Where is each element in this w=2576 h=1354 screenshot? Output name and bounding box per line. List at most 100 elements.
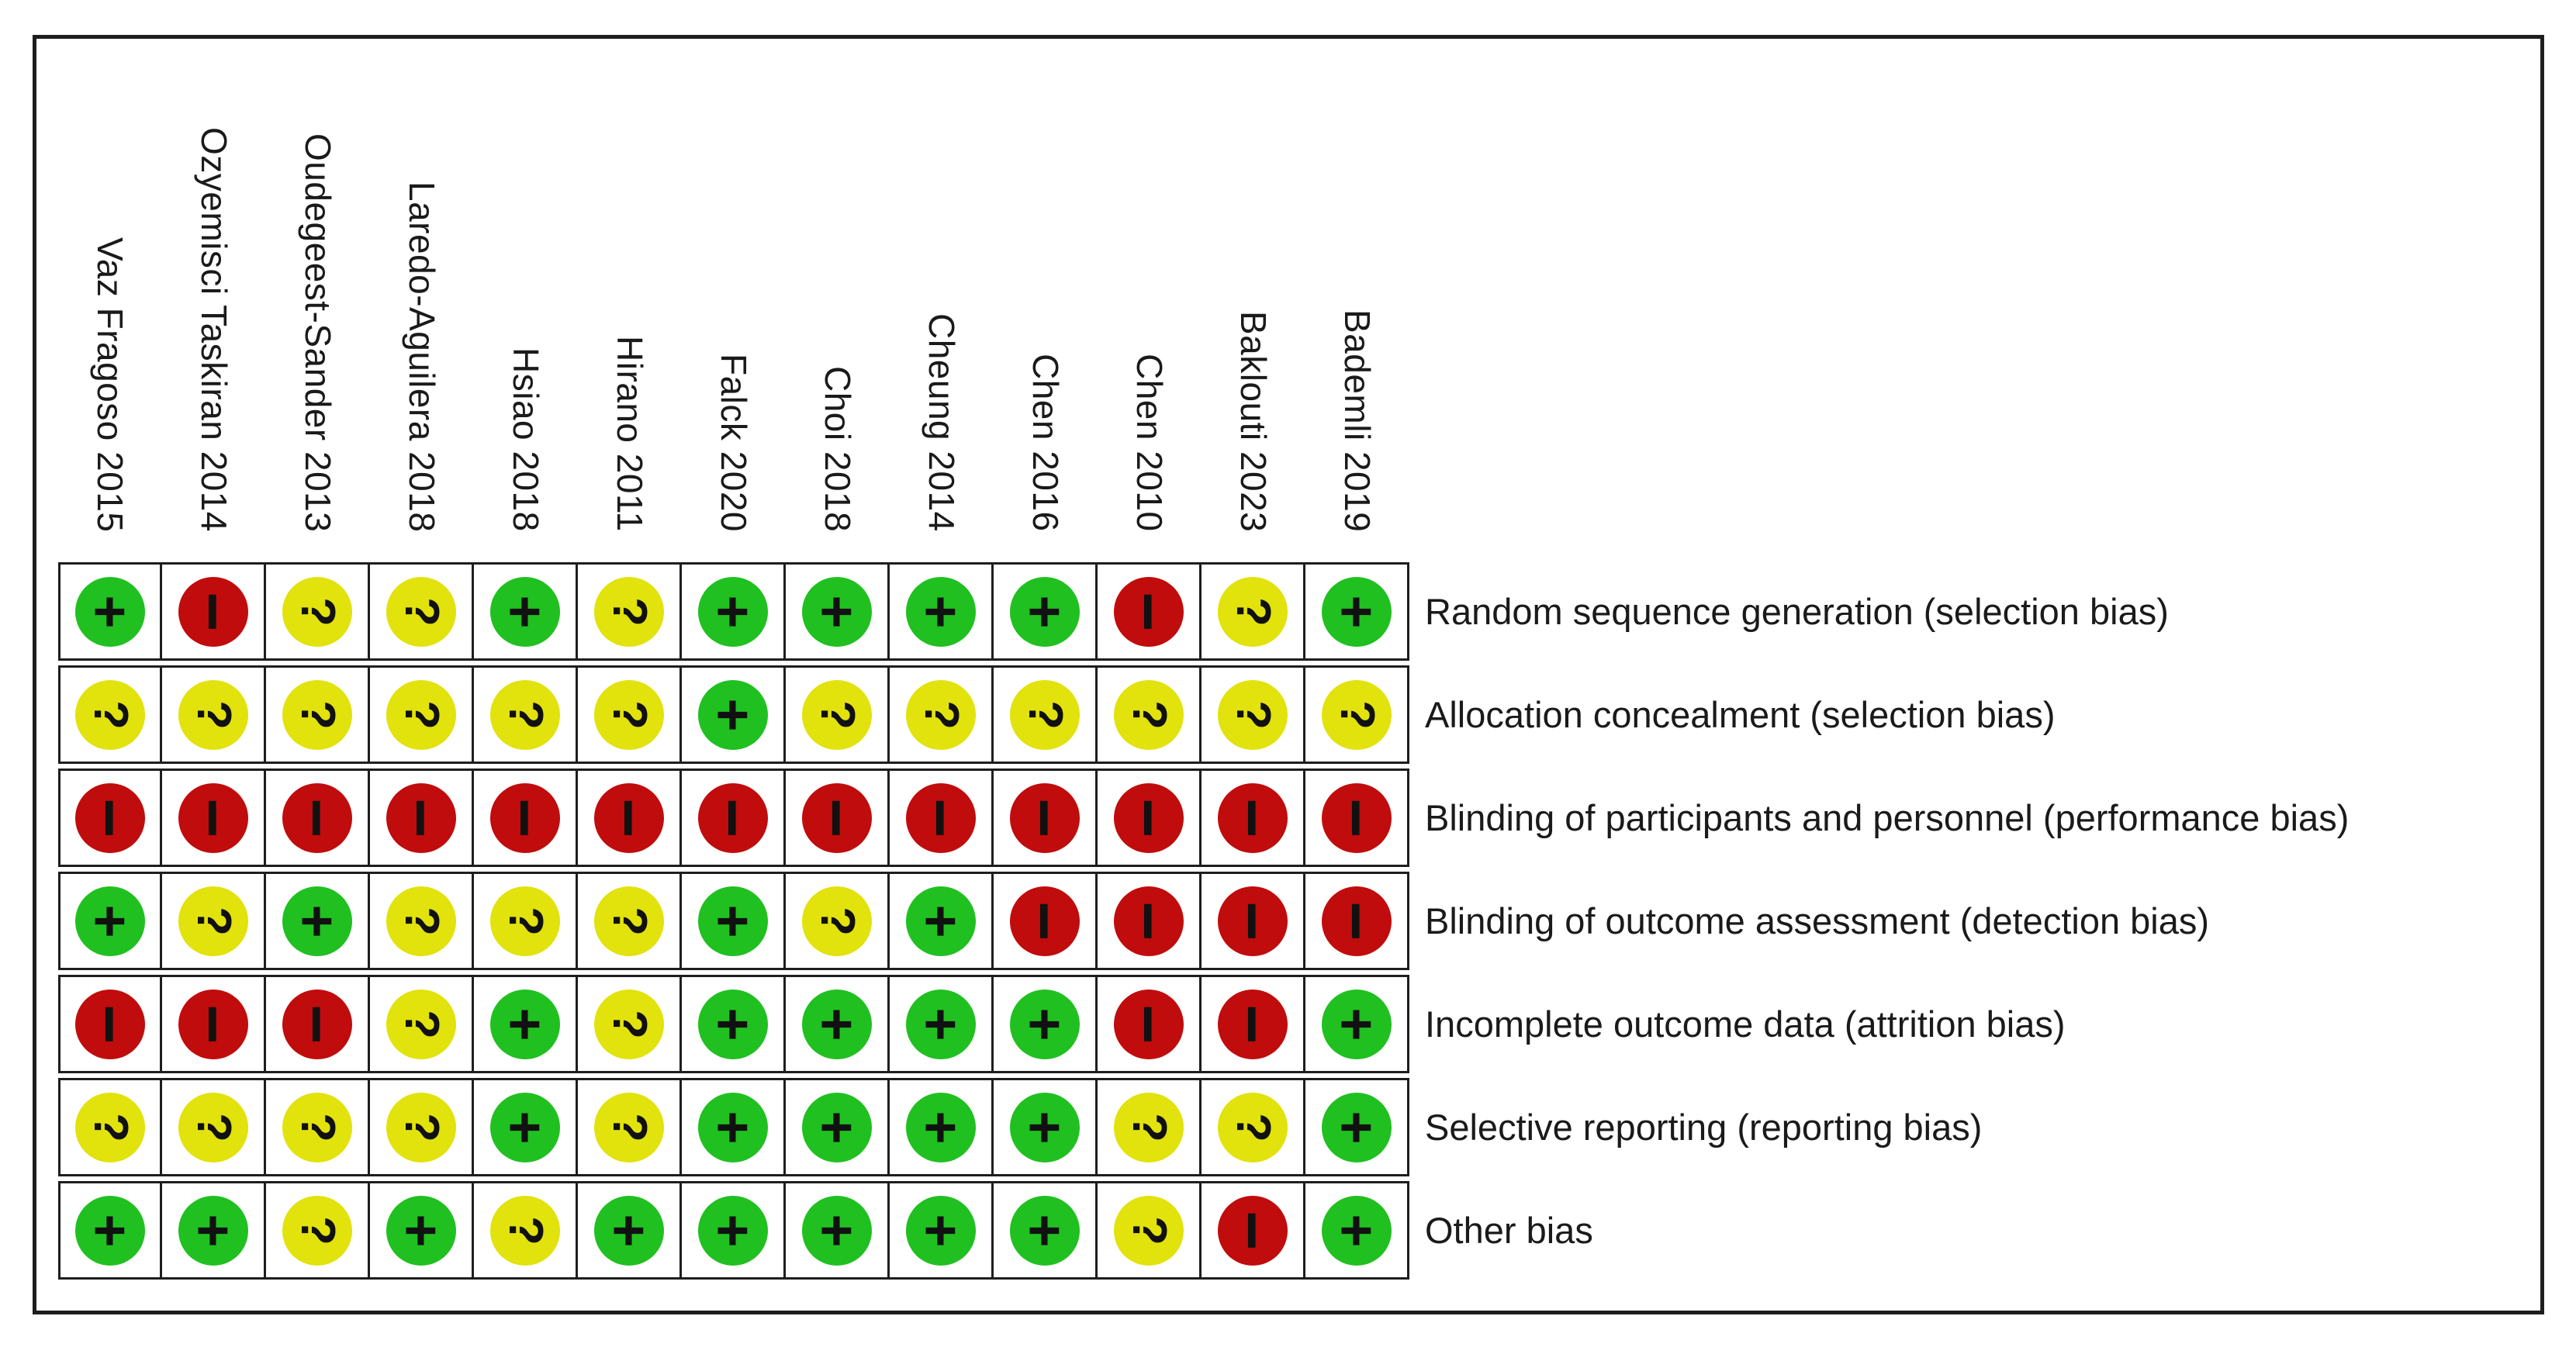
high-risk-circle: − [1214,1195,1291,1266]
rob-cell: − [370,769,474,867]
low-risk-circle: + [75,886,145,956]
minus-icon: − [1110,591,1188,632]
rob-cell: ? [370,1078,474,1176]
rob-cell: ? [1098,665,1202,764]
low-risk-circle: + [1321,1195,1392,1266]
plus-icon: + [804,594,870,629]
rob-cell: − [890,769,994,867]
rob-cell: − [994,872,1098,970]
low-risk-circle: + [178,1195,248,1266]
minus-icon: − [1214,900,1291,941]
question-icon: ? [602,906,656,936]
plus-icon: + [389,1213,454,1248]
rob-cell: ? [370,665,474,764]
rob-cell: ? [162,665,266,764]
rob-cell: + [890,872,994,970]
low-risk-circle: + [593,1195,664,1266]
rob-cell: + [474,1078,578,1176]
rob-cell: − [1305,769,1409,867]
question-icon: ? [810,906,864,936]
rob-cell: − [1202,1181,1305,1280]
study-name: Oudegeest-Sander 2013 [298,133,338,532]
low-risk-circle: + [801,989,872,1059]
rob-cell: − [1305,872,1409,970]
low-risk-circle: + [1009,1092,1080,1162]
rob-cell: + [786,1181,890,1280]
minus-icon: − [902,797,980,838]
low-risk-circle: + [801,1195,872,1266]
study-name: Chen 2016 [1025,354,1066,532]
rob-cell: + [474,562,578,661]
minus-icon: − [486,797,564,838]
low-risk-circle: + [489,1092,560,1162]
rob-cell: ? [370,975,474,1073]
rob-cell: ? [1305,665,1409,764]
rob-cell: ? [266,562,370,661]
high-risk-circle: − [72,782,149,853]
study-name: Baklouti 2023 [1233,310,1274,532]
rob-cell: − [1098,562,1202,661]
minus-icon: − [175,1003,252,1045]
rob-grid: + −?? +? + + + + −? +?????? +?????? − − − − − − − − − − − − − +… [58,562,1409,1280]
low-risk-circle: + [697,989,768,1059]
high-risk-circle: − [1110,576,1188,647]
rob-cell: + [1305,1181,1409,1280]
plus-icon: + [493,594,558,629]
study-header: Hirano 2011 [578,39,682,547]
rob-cell: − [266,975,370,1073]
rob-cell: + [890,1078,994,1176]
low-risk-circle: + [697,1195,768,1266]
unclear-risk-circle: ? [801,886,872,956]
rob-cell: ? [578,872,682,970]
plus-icon: + [804,1213,870,1248]
plus-icon: + [804,1110,870,1145]
rob-cell: + [682,1181,786,1280]
unclear-risk-circle: ? [593,576,664,647]
question-icon: ? [498,1215,552,1245]
question-icon: ? [186,906,240,936]
low-risk-circle: + [75,576,145,647]
low-risk-circle: + [697,576,768,647]
rob-cell: ? [58,665,162,764]
plus-icon: + [1324,1213,1389,1248]
plus-icon: + [700,594,766,629]
unclear-risk-circle: ? [1217,1092,1288,1162]
high-risk-circle: − [798,782,875,853]
domain-labels: Random sequence generation (selection bi… [1425,562,2534,1280]
low-risk-circle: + [801,1092,872,1162]
rob-cell: ? [578,1078,682,1176]
low-risk-circle: + [697,1092,768,1162]
minus-icon: − [1110,1003,1188,1045]
unclear-risk-circle: ? [386,576,456,647]
plus-icon: + [1012,594,1077,629]
rob-cell: ? [1202,665,1305,764]
rob-cell: − [578,769,682,867]
study-header: Laredo-Aguilera 2018 [370,39,474,547]
unclear-risk-circle: ? [282,576,352,647]
rob-cell: + [786,562,890,661]
rob-cell: ? [370,562,474,661]
minus-icon: − [278,1003,356,1045]
high-risk-circle: − [1318,782,1395,853]
minus-icon: − [1214,797,1291,838]
unclear-risk-circle: ? [1009,679,1080,750]
rob-cell: ? [266,1181,370,1280]
study-name: Laredo-Aguilera 2018 [402,181,442,532]
rob-cell: − [58,975,162,1073]
question-icon: ? [1226,699,1280,730]
plus-icon: + [181,1213,246,1248]
unclear-risk-circle: ? [386,886,456,956]
rob-cell: − [266,769,370,867]
minus-icon: − [71,1003,149,1045]
unclear-risk-circle: ? [178,1092,248,1162]
question-icon: ? [290,596,344,627]
study-name: Hirano 2011 [610,336,650,532]
question-icon: ? [290,1215,344,1245]
high-risk-circle: − [486,782,564,853]
rob-cell: ? [474,1181,578,1280]
rob-cell: ? [162,872,266,970]
high-risk-circle: − [278,989,356,1059]
domain-label: Random sequence generation (selection bi… [1425,591,2169,632]
minus-icon: − [1110,797,1188,838]
study-name: Hsiao 2018 [506,347,546,532]
